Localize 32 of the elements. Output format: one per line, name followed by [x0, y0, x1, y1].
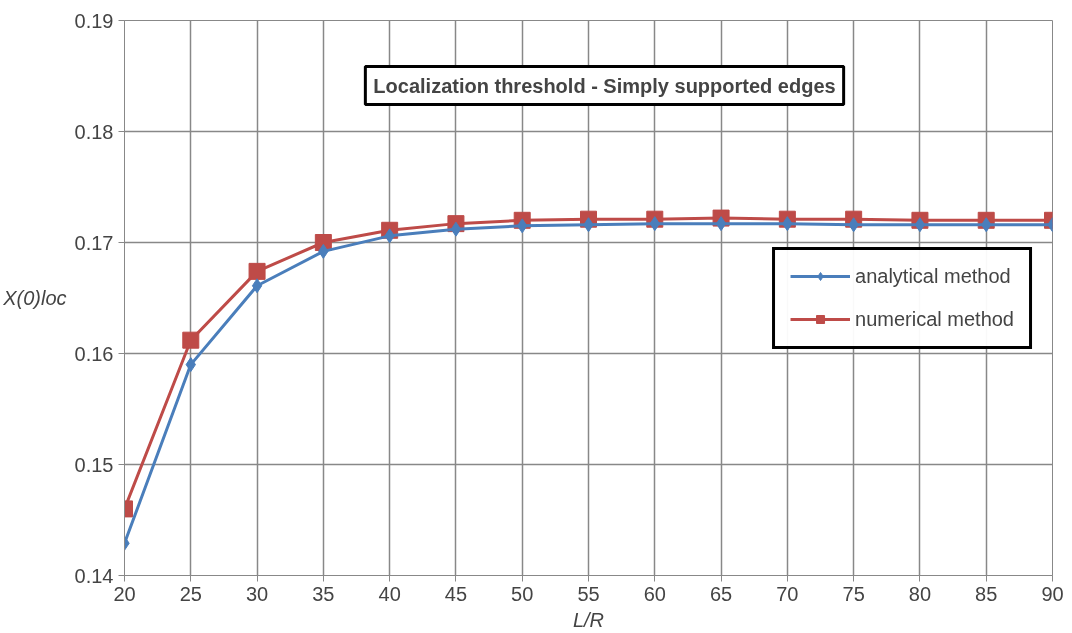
legend-label: numerical method	[855, 307, 1014, 331]
x-tick-label: 55	[577, 582, 600, 605]
legend-label: analytical method	[855, 264, 1011, 288]
point	[248, 262, 266, 280]
y-tick-label: 0.16	[74, 342, 114, 365]
y-tick-label: 0.15	[74, 453, 114, 476]
x-tick-label: 80	[908, 582, 932, 605]
text: Localization threshold - Simply supported edges	[373, 74, 836, 97]
y-tick-label: 0.17	[74, 231, 114, 254]
x-tick-label: 90	[1041, 582, 1064, 605]
point	[914, 217, 926, 233]
x-tick-label: 40	[378, 582, 401, 605]
x-tick-label: 65	[709, 582, 733, 605]
x-tick-label: 30	[245, 582, 269, 605]
x-tick-label: 20	[113, 582, 136, 605]
point	[715, 216, 727, 232]
x-tick-label: 45	[444, 582, 468, 605]
x-tick-label: 50	[511, 582, 534, 605]
x-tick-label: 35	[312, 582, 335, 605]
x-tick-label: 75	[842, 582, 865, 605]
x-tick-label: 25	[179, 582, 202, 605]
x-tick-label: 60	[643, 582, 666, 605]
x-tick-label: 70	[776, 582, 799, 605]
y-tick-label: 0.19	[74, 9, 114, 32]
x-axis-title: L/R	[572, 608, 605, 631]
point	[182, 331, 200, 349]
y-tick-label: 0.18	[74, 120, 114, 143]
x-tick-label: 85	[975, 582, 998, 605]
y-tick-label: 0.14	[74, 564, 114, 587]
point	[251, 278, 263, 294]
y-axis-title: X(0)loc	[2, 287, 67, 309]
point	[450, 221, 462, 237]
